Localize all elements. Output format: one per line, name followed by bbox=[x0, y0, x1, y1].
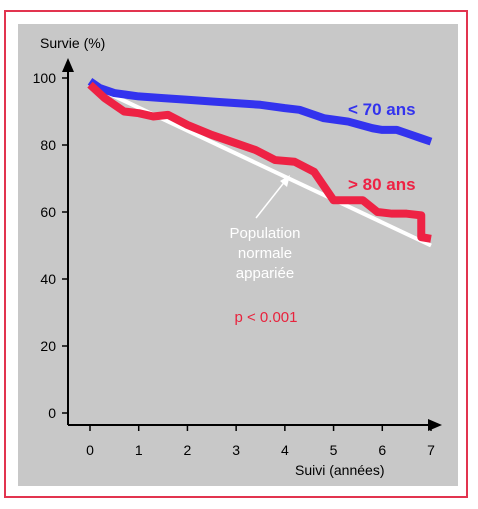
y-axis-arrow bbox=[62, 58, 74, 72]
x-axis-arrow bbox=[428, 419, 442, 431]
y-tick-label: 100 bbox=[33, 70, 57, 86]
population-label-line2: normale bbox=[238, 245, 292, 262]
x-tick-label: 6 bbox=[378, 442, 386, 458]
x-tick-label: 4 bbox=[281, 442, 289, 458]
series-label-under-70: < 70 ans bbox=[348, 100, 416, 119]
x-tick-label: 5 bbox=[330, 442, 338, 458]
population-arrow-line bbox=[255, 179, 287, 219]
y-tick-label: 20 bbox=[40, 338, 56, 354]
x-tick-label: 1 bbox=[135, 442, 143, 458]
population-label-line3: appariée bbox=[236, 265, 294, 282]
x-tick-label: 3 bbox=[232, 442, 240, 458]
x-tick-label: 7 bbox=[427, 442, 435, 458]
y-tick-label: 40 bbox=[40, 271, 56, 287]
series-line-under-70 bbox=[87, 78, 433, 146]
x-tick-label: 2 bbox=[184, 442, 192, 458]
series-line-over-80 bbox=[87, 81, 432, 243]
y-tick-label: 0 bbox=[48, 405, 56, 421]
x-axis-title: Suivi (années) bbox=[295, 462, 385, 478]
population-arrow-head bbox=[280, 175, 290, 187]
y-tick-label: 80 bbox=[40, 137, 56, 153]
p-value-label: p < 0.001 bbox=[235, 309, 298, 326]
x-tick-label: 0 bbox=[86, 442, 94, 458]
series-label-over-80: > 80 ans bbox=[348, 175, 416, 194]
y-tick-label: 60 bbox=[40, 204, 56, 220]
population-label-line1: Population bbox=[230, 225, 301, 242]
y-axis-title: Survie (%) bbox=[40, 35, 105, 51]
